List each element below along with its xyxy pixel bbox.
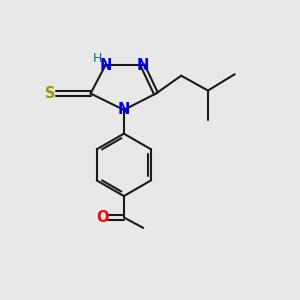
Text: N: N [136, 58, 149, 73]
Text: N: N [99, 58, 112, 73]
Text: S: S [45, 86, 56, 101]
Text: H: H [92, 52, 102, 65]
Text: O: O [96, 210, 109, 225]
Text: N: N [118, 102, 130, 117]
